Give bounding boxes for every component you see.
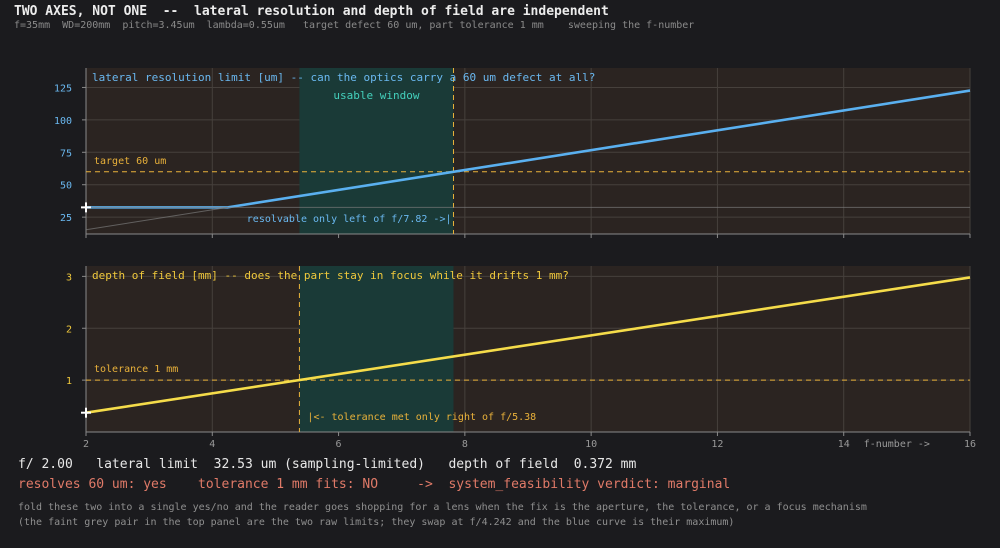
usable-window-label: usable window — [333, 89, 419, 102]
y-tick-label: 25 — [60, 213, 72, 224]
limit-annotation: resolvable only left of f/7.82 ->| — [247, 214, 452, 225]
x-tick-label: 14 — [838, 439, 850, 450]
readout-values: f/ 2.00 lateral limit 32.53 um (sampling… — [18, 457, 637, 472]
x-tick-label: 16 — [964, 439, 976, 450]
x-tick-label: 2 — [83, 439, 89, 450]
threshold-label: target 60 um — [94, 156, 166, 167]
y-tick-label: 3 — [66, 272, 72, 283]
footnote-2: (the faint grey pair in the top panel ar… — [18, 517, 735, 528]
footnote-1: fold these two into a single yes/no and … — [18, 502, 867, 513]
x-tick-label: 12 — [711, 439, 723, 450]
usable-window-band — [299, 68, 454, 234]
y-tick-label: 100 — [54, 116, 72, 127]
x-tick-label: 4 — [209, 439, 215, 450]
x-tick-label: 8 — [462, 439, 468, 450]
dof-line — [85, 276, 971, 414]
panel-title: lateral resolution limit [um] -- can the… — [92, 71, 595, 84]
plot-area — [86, 266, 970, 432]
readout-verdict: resolves 60 um: yes tolerance 1 mm fits:… — [18, 477, 731, 492]
x-tick-label: 10 — [585, 439, 597, 450]
x-axis-label: f-number -> — [864, 439, 930, 450]
y-tick-label: 125 — [54, 83, 72, 94]
threshold-label: tolerance 1 mm — [94, 364, 178, 375]
page-subtitle: f=35mm WD=200mm pitch=3.45um lambda=0.55… — [14, 20, 695, 31]
panel-title: depth of field [mm] -- does the part sta… — [92, 269, 569, 282]
y-tick-label: 75 — [60, 148, 72, 159]
y-tick-label: 50 — [60, 181, 72, 192]
raw-limit-line — [85, 206, 228, 231]
y-tick-label: 2 — [66, 324, 72, 335]
limit-annotation: |<- tolerance met only right of f/5.38 — [307, 412, 536, 423]
x-tick-label: 6 — [336, 439, 342, 450]
page-title: TWO AXES, NOT ONE -- lateral resolution … — [14, 4, 609, 19]
y-tick-label: 1 — [66, 376, 72, 387]
usable-window-band — [299, 266, 454, 432]
